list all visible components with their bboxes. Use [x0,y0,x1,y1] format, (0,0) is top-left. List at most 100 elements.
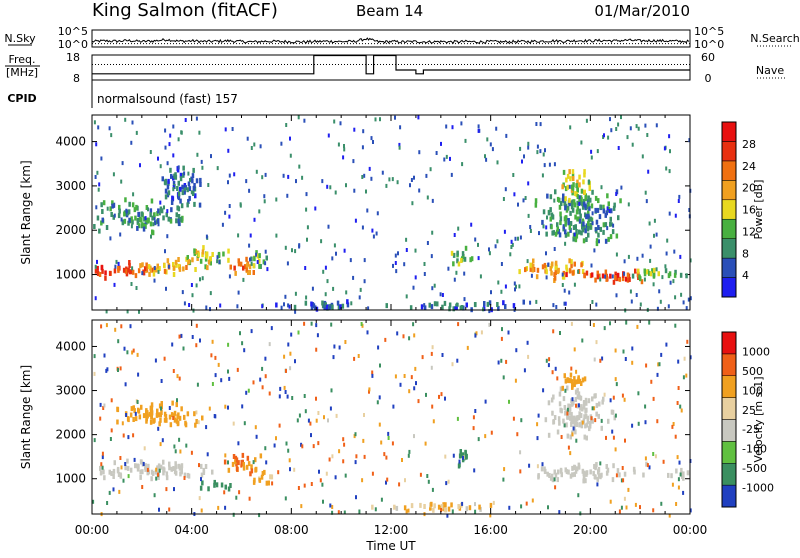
power-cell [131,202,135,208]
velocity-noise-cell [668,513,671,518]
power-noise-cell [564,241,567,246]
power-noise-cell [152,222,155,227]
power-noise-cell [655,267,658,272]
velocity-cell [571,415,574,421]
power-noise-cell [580,140,583,145]
power-cell [546,193,549,199]
power-noise-cell [362,129,365,134]
velocity-cell [99,470,103,476]
power-cell [145,262,148,268]
velocity-colorbar-swatch [721,463,737,486]
velocity-noise-cell [120,465,123,470]
power-noise-cell [288,304,291,309]
power-cell [607,236,610,242]
power-cell [188,186,192,192]
power-noise-cell [564,301,567,306]
power-noise-cell [599,277,602,282]
power-noise-cell [542,152,545,157]
velocity-noise-cell [624,438,626,443]
velocity-noise-cell [634,502,637,507]
velocity-cell [468,505,472,511]
velocity-noise-cell [332,355,335,360]
power-cell [100,220,103,226]
velocity-noise-cell [317,441,320,446]
power-cell [174,259,178,265]
velocity-cell [573,382,576,387]
power-cell [562,193,565,199]
plot-layer: 10^510^010^510^0N.Sky N.Search188600Freq.… [4,25,799,553]
velocity-cell [596,476,599,482]
power-noise-cell [236,304,239,309]
velocity-cell [156,408,159,414]
power-noise-cell [163,205,165,210]
velocity-cell [594,393,597,399]
velocity-noise-cell [676,401,679,405]
velocity-noise-cell [161,438,164,443]
velocity-cell [577,377,580,383]
velocity-noise-cell [283,354,286,359]
velocity-noise-cell [683,356,686,361]
power-cell [137,223,141,229]
power-noise-cell [169,133,172,138]
time-tick-label: 16:00 [473,523,508,537]
power-cell [166,184,170,190]
velocity-noise-cell [594,418,597,423]
power-noise-cell [445,124,448,129]
power-cell [571,169,575,175]
power-noise-cell [335,251,337,256]
velocity-cell [147,463,150,469]
power-noise-cell [195,283,198,288]
velocity-cell [423,504,426,509]
power-cell [616,272,620,278]
power-colorbar-tick: 8 [742,247,749,260]
power-noise-cell [656,306,659,311]
velocity-noise-cell [426,474,429,478]
velocity-noise-cell [593,357,596,362]
velocity-noise-cell [110,398,113,403]
velocity-noise-cell [154,358,157,363]
velocity-noise-cell [631,360,634,365]
power-cell [149,212,152,218]
power-noise-cell [578,201,581,206]
power-cell [605,210,608,216]
power-noise-cell [96,170,99,175]
velocity-noise-cell [342,459,345,464]
velocity-cell [556,477,559,483]
power-noise-cell [255,252,258,257]
power-cell [253,256,256,262]
power-noise-cell [552,303,555,308]
velocity-cell [569,473,573,479]
velocity-noise-cell [197,420,200,425]
velocity-cell [211,469,214,475]
velocity-cell [558,391,562,397]
power-noise-cell [287,303,290,308]
velocity-cell [112,474,115,479]
power-noise-cell [172,124,175,129]
velocity-noise-cell [214,355,217,360]
power-noise-cell [239,203,242,208]
velocity-noise-cell [210,353,213,358]
power-cell [149,221,153,227]
velocity-cell [157,464,161,470]
power-noise-cell [120,217,123,222]
velocity-cell [580,423,584,429]
power-cell [562,224,566,230]
velocity-cell [581,468,585,474]
power-cell [582,238,586,244]
power-noise-cell [172,187,175,192]
power-noise-cell [488,247,490,252]
velocity-noise-cell [614,348,617,353]
velocity-noise-cell [289,366,292,371]
power-cell [464,245,468,251]
power-cell [96,265,99,271]
power-cell [98,228,101,234]
power-noise-cell [227,180,229,185]
power-cell [207,259,211,265]
power-noise-cell [125,208,128,213]
velocity-noise-cell [310,433,312,438]
power-cell [423,305,427,311]
velocity-noise-cell [93,438,96,443]
power-cell [170,173,173,179]
power-cell [653,267,656,273]
velocity-noise-cell [556,376,559,381]
